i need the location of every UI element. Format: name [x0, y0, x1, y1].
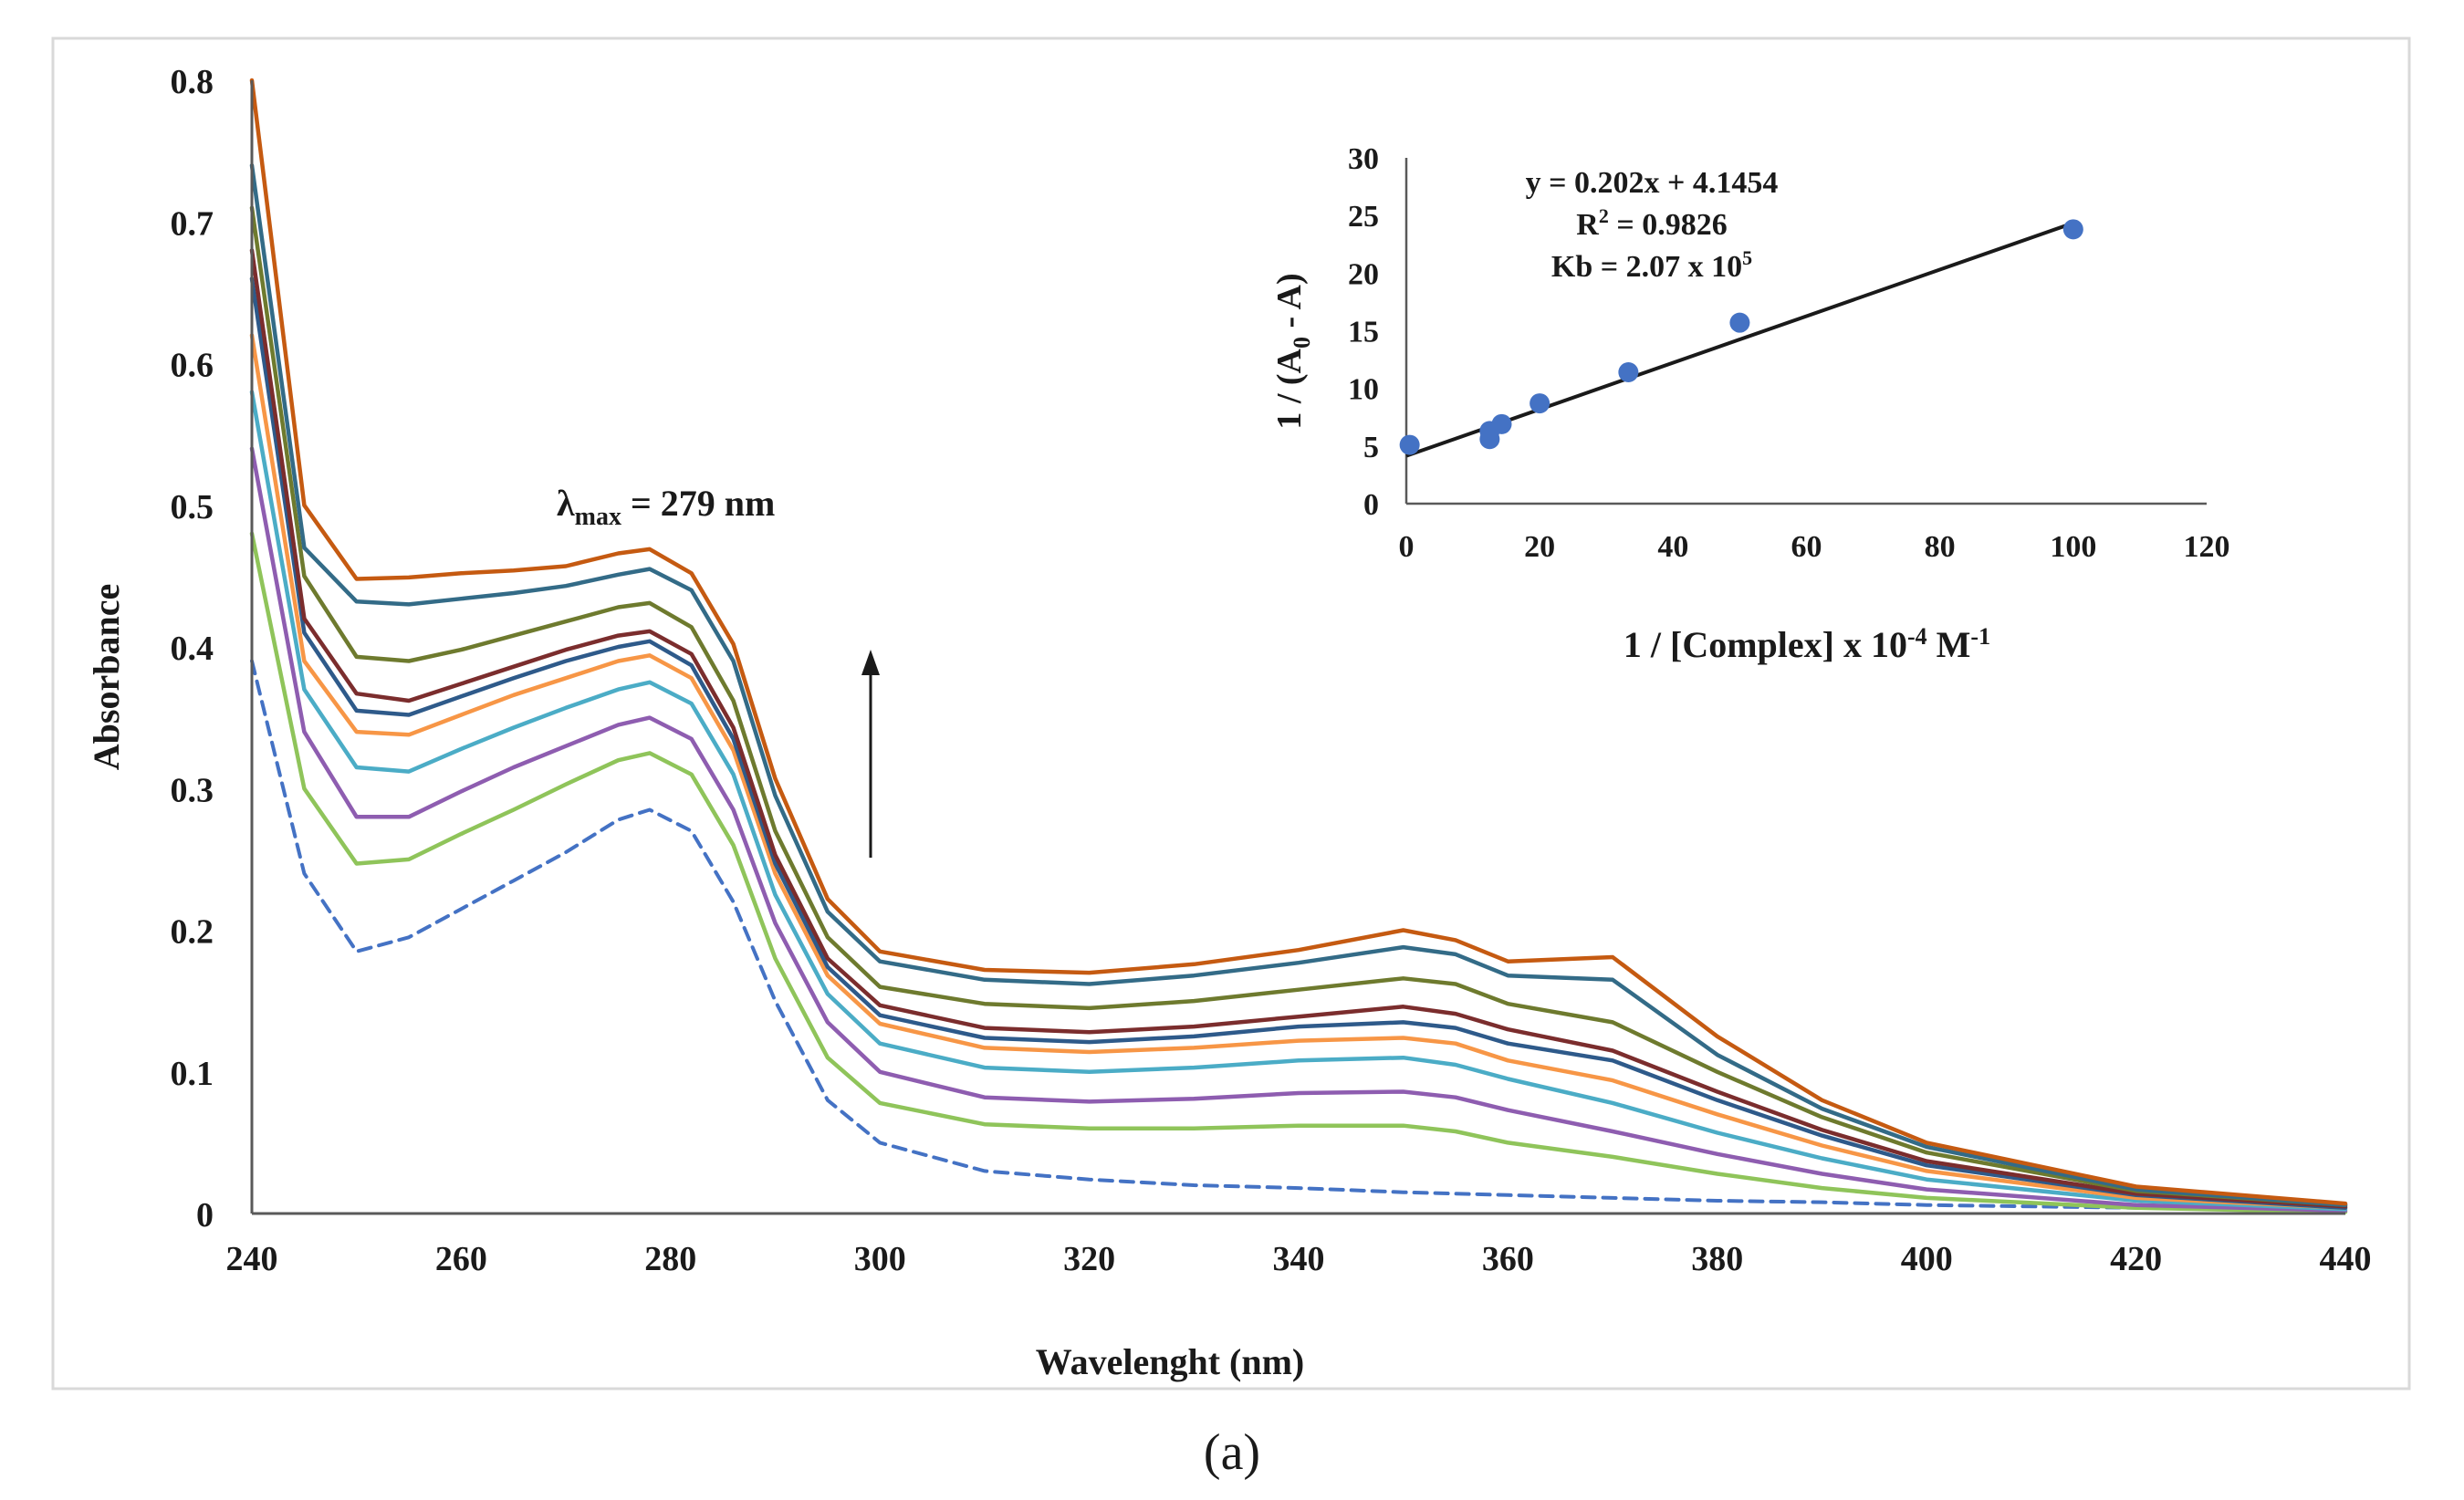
inset-xlabel-unit-exp: -1 — [1970, 623, 1990, 650]
inset-r-squared: R2 = 0.9826 — [1576, 204, 1727, 242]
main-chart: 240 260 280 300 320 340 360 380 400 420 440 00.10.… — [86, 63, 2372, 1382]
main-x-tick-labels: 240 260 280 300 320 340 360 380 400 420 440 — [226, 1240, 2372, 1278]
inset-data-point — [1491, 413, 1512, 434]
main-y-tick-label: 0.6 — [171, 347, 214, 385]
inset-ylabel-prefix: 1 / (A — [1270, 348, 1309, 429]
spectrum-series-7 — [249, 205, 2348, 1207]
main-x-tick-label: 300 — [854, 1240, 906, 1278]
main-x-tick-label: 240 — [226, 1240, 278, 1278]
inset-data-point — [1399, 434, 1420, 455]
lambda-symbol: λ — [557, 483, 575, 524]
main-y-tick-label: 0.4 — [171, 630, 214, 668]
main-y-tick-label: 0.3 — [171, 771, 214, 809]
main-y-tick-label: 0.8 — [171, 63, 214, 101]
inset-xlabel-exp: -4 — [1907, 623, 1927, 650]
lambda-subscript: max — [575, 503, 621, 531]
lambda-value: = 279 nm — [621, 483, 775, 524]
inset-x-tick-label: 120 — [2184, 530, 2230, 564]
inset-x-tick-labels: 0 20 40 60 80 100 120 — [1399, 530, 2230, 564]
inset-equation: y = 0.202x + 4.1454 — [1526, 166, 1779, 200]
spectrum-series-9 — [249, 78, 2348, 1206]
inset-data-point — [1729, 312, 1750, 333]
main-x-tick-label: 400 — [1901, 1240, 1953, 1278]
inset-y-tick-label: 20 — [1348, 257, 1379, 291]
spectrum-series-2 — [249, 446, 2348, 1214]
inset-ylabel-sub: 0 — [1289, 337, 1315, 349]
inset-y-tick-label: 15 — [1348, 316, 1379, 349]
inset-y-axis-title: 1 / (A0 - A) — [1270, 273, 1315, 429]
main-y-tick-label: 0.7 — [171, 204, 214, 243]
inset-ylabel-suffix: - A) — [1270, 273, 1309, 337]
inset-y-tick-label: 30 — [1348, 142, 1379, 176]
spectrum-series-1 — [249, 531, 2348, 1214]
main-y-tick-label: 0.2 — [171, 913, 214, 952]
inset-x-tick-label: 60 — [1791, 530, 1822, 564]
inset-data-point — [2062, 219, 2083, 240]
main-x-tick-label: 280 — [644, 1240, 696, 1278]
increase-arrow — [861, 650, 880, 858]
main-y-tick-label: 0 — [196, 1196, 214, 1234]
lambda-max-label: λmax = 279 nm — [557, 483, 775, 531]
spectrum-series-6 — [249, 248, 2348, 1209]
inset-x-tick-label: 20 — [1524, 530, 1555, 564]
main-y-axis-title: Absorbance — [86, 584, 127, 770]
main-y-tick-label: 0.1 — [171, 1055, 214, 1093]
r2-value: = 0.9826 — [1609, 208, 1728, 242]
inset-y-tick-label: 25 — [1348, 200, 1379, 234]
main-x-tick-label: 420 — [2110, 1240, 2162, 1278]
inset-kb: Kb = 2.07 x 105 — [1551, 246, 1752, 284]
main-y-tick-label: 0.5 — [171, 488, 214, 526]
inset-y-tick-labels: 0 5 10 15 20 25 30 — [1348, 142, 1379, 522]
inset-x-axis-title: 1 / [Complex] x 10-4 M-1 — [1624, 623, 1990, 665]
inset-data-point — [1530, 393, 1550, 414]
inset-xlabel-unit: M — [1927, 624, 1971, 665]
spectrum-series-4 — [249, 333, 2348, 1211]
spectrum-series-0 — [250, 659, 2347, 1213]
r2-exp: 2 — [1599, 204, 1609, 227]
panel-label: (a) — [1204, 1424, 1260, 1481]
inset-x-tick-label: 40 — [1657, 530, 1688, 564]
inset-y-tick-label: 0 — [1363, 488, 1379, 522]
spectrum-series-5 — [249, 276, 2348, 1211]
main-x-tick-label: 260 — [435, 1240, 487, 1278]
main-series-group — [249, 78, 2348, 1214]
inset-y-tick-label: 10 — [1348, 373, 1379, 407]
main-x-tick-label: 340 — [1273, 1240, 1325, 1278]
main-y-tick-labels: 0 0.1 0.2 0.3 0.4 0.5 0.6 0.7 0.8 — [171, 63, 214, 1234]
inset-y-tick-label: 5 — [1363, 431, 1379, 464]
inset-trendline — [1405, 221, 2074, 458]
inset-x-tick-label: 80 — [1925, 530, 1956, 564]
kb-label: Kb = 2.07 x 10 — [1551, 250, 1742, 284]
main-x-tick-label: 320 — [1063, 1240, 1115, 1278]
spectrum-series-3 — [249, 390, 2348, 1212]
main-x-tick-label: 360 — [1482, 1240, 1534, 1278]
spectrum-series-8 — [249, 162, 2348, 1207]
inset-xlabel-main: 1 / [Complex] x 10 — [1624, 624, 1907, 665]
inset-data-points — [1399, 219, 2083, 455]
main-x-axis-title: Wavelenght (nm) — [1036, 1341, 1304, 1382]
kb-exp: 5 — [1742, 246, 1752, 269]
main-x-tick-label: 440 — [2320, 1240, 2372, 1278]
inset-x-tick-label: 100 — [2050, 530, 2096, 564]
inset-x-tick-label: 0 — [1399, 530, 1415, 564]
main-x-tick-label: 380 — [1691, 1240, 1743, 1278]
r2-label: R — [1576, 208, 1599, 242]
inset-data-point — [1618, 361, 1639, 382]
